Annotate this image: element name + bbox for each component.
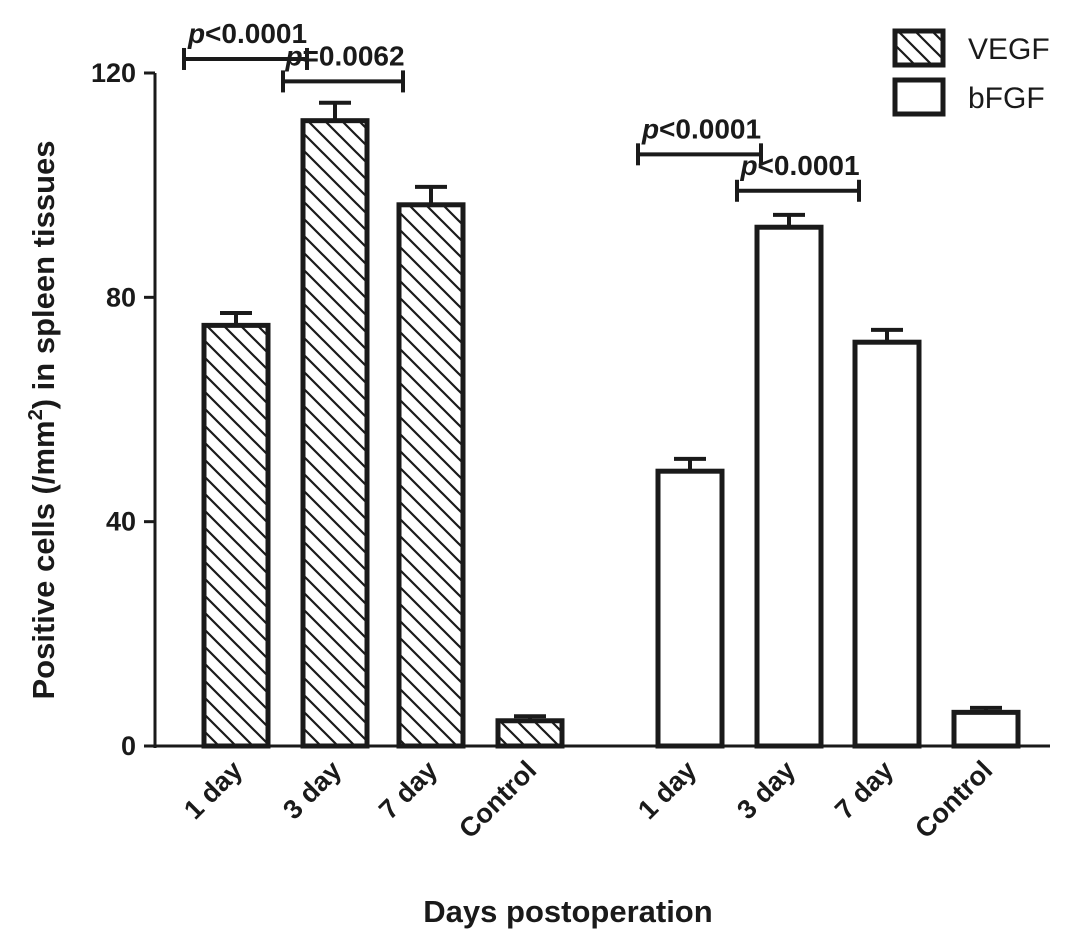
category-label-vegf-1-day: 1 day — [178, 755, 248, 825]
significance-bracket-2: p=0.0062 — [281, 40, 405, 93]
legend: VEGF bFGF — [892, 28, 1050, 117]
significance-bracket-3: p<0.0001 — [636, 113, 763, 166]
error-bars — [220, 100, 1002, 721]
error-bar-bfgf-7-day — [871, 327, 903, 343]
legend-label-vegf: VEGF — [968, 33, 1050, 66]
y-tick-label-40: 40 — [106, 507, 136, 537]
y-axis-title-end: ) in spleen tissues — [26, 140, 61, 409]
p-value-label-4: p<0.0001 — [739, 150, 859, 181]
significance-bracket-1: p<0.0001 — [182, 18, 309, 70]
bar-vegf-1-day — [201, 322, 271, 749]
error-bar-vegf-1-day — [220, 311, 252, 326]
x-axis-title: Days postoperation — [423, 894, 712, 929]
y-axis-title-superscript: 2 — [25, 409, 47, 420]
p-value-label-3: p<0.0001 — [641, 113, 761, 144]
category-label-bfgf-7-day: 7 day — [829, 755, 899, 825]
y-tick-label-0: 0 — [121, 731, 136, 761]
category-labels: 1 day 3 day 7 day Control 1 day 3 day 7 day Con… — [178, 755, 998, 844]
legend-swatch-bfgf — [892, 77, 946, 117]
category-label-bfgf-3-day: 3 day — [731, 755, 801, 825]
error-bar-bfgf-1-day — [674, 456, 706, 472]
y-axis-title: Positive cells (/mm2) in spleen tissues — [25, 140, 61, 699]
error-bar-vegf-control — [514, 714, 546, 721]
category-label-bfgf-control: Control — [909, 755, 998, 844]
bars — [201, 118, 1021, 749]
y-tick-label-120: 120 — [91, 58, 136, 88]
legend-swatch-vegf — [892, 28, 946, 68]
error-bar-bfgf-control — [970, 705, 1002, 713]
error-bar-vegf-7-day — [415, 184, 447, 205]
category-label-vegf-control: Control — [453, 755, 542, 844]
category-label-vegf-7-day: 7 day — [373, 755, 443, 825]
bar-bfgf-1-day — [655, 468, 725, 749]
bar-vegf-control — [495, 718, 565, 749]
bar-vegf-3-day — [300, 118, 370, 749]
p-value-label-1: p<0.0001 — [187, 18, 307, 49]
y-axis-title-main: Positive cells (/mm — [26, 420, 61, 699]
p-value-label-2: p=0.0062 — [284, 40, 404, 71]
category-label-bfgf-1-day: 1 day — [632, 755, 702, 825]
error-bar-vegf-3-day — [319, 100, 351, 121]
significance-bracket-4: p<0.0001 — [735, 150, 861, 202]
legend-label-bfgf: bFGF — [968, 82, 1045, 115]
bar-bfgf-7-day — [852, 339, 922, 749]
y-ticks: 0 40 80 120 — [91, 58, 155, 761]
y-tick-label-80: 80 — [106, 282, 136, 312]
category-label-vegf-3-day: 3 day — [277, 755, 347, 825]
bar-bfgf-3-day — [754, 224, 824, 749]
bar-vegf-7-day — [396, 202, 466, 749]
error-bar-bfgf-3-day — [773, 212, 805, 228]
bar-bfgf-control — [951, 709, 1021, 749]
